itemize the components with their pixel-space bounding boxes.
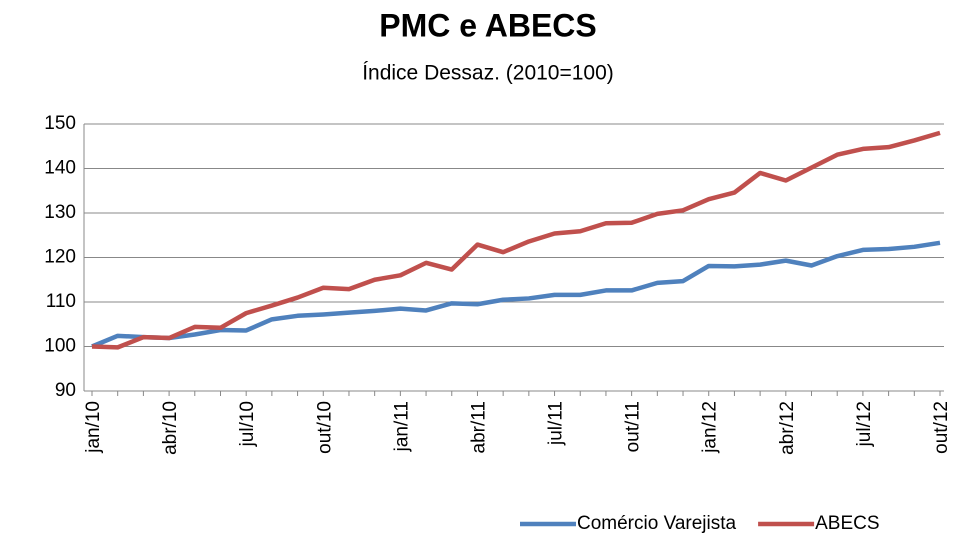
x-tick-label: abr/12 bbox=[777, 401, 798, 455]
y-tick-label: 140 bbox=[44, 158, 76, 179]
x-tick-label: jan/11 bbox=[391, 401, 412, 452]
series-line bbox=[91, 240, 941, 349]
y-tick-label: 110 bbox=[46, 291, 76, 312]
legend-label: ABECS bbox=[815, 513, 879, 534]
x-tick-label: abr/11 bbox=[468, 401, 489, 453]
x-tick-label: out/12 bbox=[931, 401, 952, 454]
chart-subtitle: Índice Dessaz. (2010=100) bbox=[362, 62, 614, 85]
x-tick-label: jul/10 bbox=[237, 401, 258, 447]
series-line bbox=[91, 130, 941, 350]
x-tick-label: out/11 bbox=[623, 401, 644, 452]
x-tick-label: out/10 bbox=[314, 401, 335, 454]
legend-label: Comércio Varejista bbox=[577, 513, 737, 534]
y-tick-label: 120 bbox=[44, 247, 76, 268]
x-tick-label: jul/11 bbox=[546, 401, 567, 446]
x-tick-label: abr/10 bbox=[160, 401, 181, 455]
y-tick-label: 100 bbox=[44, 336, 76, 357]
x-tick-label: jan/10 bbox=[83, 401, 104, 454]
y-tick-label: 90 bbox=[55, 380, 76, 401]
y-tick-label: 150 bbox=[44, 113, 76, 134]
chart-title: PMC e ABECS bbox=[379, 7, 597, 43]
x-tick-label: jan/12 bbox=[700, 401, 721, 454]
x-tick-label: jul/12 bbox=[854, 401, 875, 447]
y-tick-label: 130 bbox=[44, 202, 76, 223]
